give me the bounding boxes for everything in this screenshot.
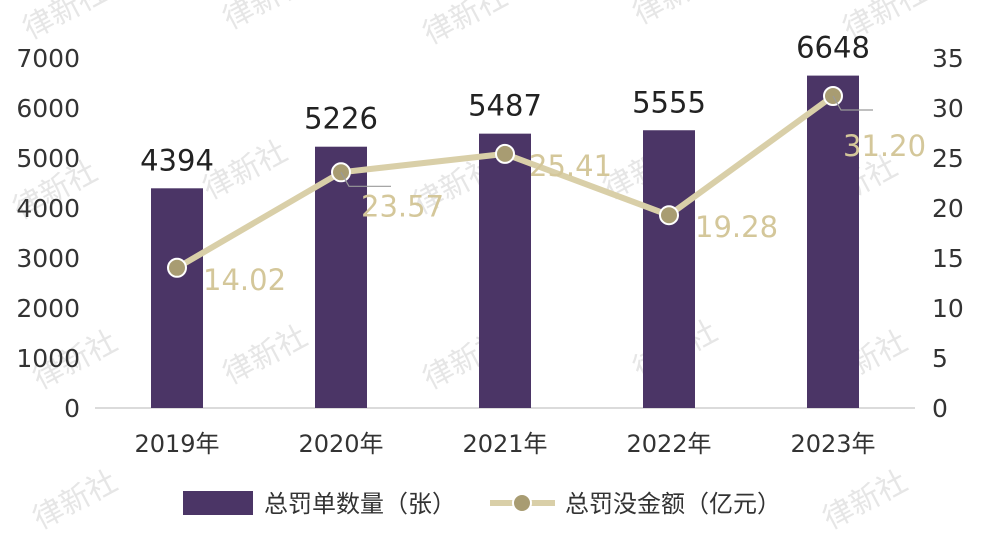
line-value-label: 14.02 — [203, 263, 286, 297]
data-labels: 4394 5226 5487 5555 6648 14.02 23.57 25.41 19.28… — [140, 31, 926, 297]
y-left-tick-label: 2000 — [16, 294, 80, 323]
watermark-text: 律新社 — [417, 0, 513, 52]
bar-value-label: 5226 — [304, 102, 378, 136]
bar-value-label: 4394 — [140, 143, 214, 177]
y-right-tick-label: 30 — [932, 94, 964, 123]
x-tick-label: 2019年 — [134, 430, 219, 458]
y-right-tick-label: 15 — [932, 244, 964, 273]
watermark-text: 律新社 — [17, 0, 113, 47]
x-tick-label: 2021年 — [462, 430, 547, 458]
y-left-tick-label: 1000 — [16, 344, 80, 373]
bar-value-label: 5487 — [468, 89, 542, 123]
x-tick-label: 2020年 — [298, 430, 383, 458]
bar-2022年 — [643, 130, 695, 408]
bar-value-label: 6648 — [796, 31, 870, 65]
y-left-tick-label: 5000 — [16, 144, 80, 173]
bar-value-label: 5555 — [632, 85, 706, 119]
y-left-tick-label: 3000 — [16, 244, 80, 273]
line-point-2022年 — [659, 205, 679, 226]
watermark-text: 律新社 — [817, 464, 913, 537]
watermark-text: 律新社 — [217, 0, 313, 37]
legend-label-bar: 总罚单数量（张） — [264, 490, 456, 518]
y-right-tick-label: 0 — [932, 394, 948, 423]
y-right-tick-label: 20 — [932, 194, 964, 223]
legend-swatch-marker — [512, 493, 532, 513]
y-right-tick-label: 5 — [932, 344, 948, 373]
y-left-tick-label: 4000 — [16, 194, 80, 223]
bar-2019年 — [151, 188, 203, 408]
x-tick-label: 2023年 — [790, 430, 875, 458]
line-value-label: 19.28 — [695, 210, 778, 244]
legend-swatch-bar — [183, 491, 253, 515]
line-point-2019年 — [167, 257, 187, 278]
y-left-tick-label: 6000 — [16, 94, 80, 123]
y-left-tick-label: 0 — [64, 394, 80, 423]
y-right-tick-label: 35 — [932, 44, 964, 73]
line-point-2021年 — [495, 143, 515, 164]
bar-2020年 — [315, 146, 367, 408]
line-value-label: 23.57 — [361, 189, 444, 223]
watermark-text: 律新社 — [27, 464, 123, 537]
watermark-text: 律新社 — [627, 0, 723, 32]
line-value-label: 31.20 — [843, 129, 926, 163]
bar-2023年 — [807, 75, 859, 408]
label-leader-line — [832, 95, 873, 111]
legend: 总罚单数量（张） 总罚没金额（亿元） — [183, 490, 781, 518]
legend-label-line: 总罚没金额（亿元） — [565, 490, 781, 518]
axes: 0100020003000400050006000700005101520253… — [16, 44, 963, 458]
y-right-tick-label: 10 — [932, 294, 964, 323]
line-series — [167, 86, 843, 278]
y-left-tick-label: 7000 — [16, 44, 80, 73]
bar-2021年 — [479, 133, 531, 408]
bar-series — [151, 75, 859, 408]
x-tick-label: 2022年 — [626, 430, 711, 458]
watermark-text: 律新社 — [217, 319, 313, 392]
y-right-tick-label: 25 — [932, 144, 964, 173]
label-leader-line — [340, 172, 391, 187]
line-value-label: 25.41 — [529, 149, 612, 183]
